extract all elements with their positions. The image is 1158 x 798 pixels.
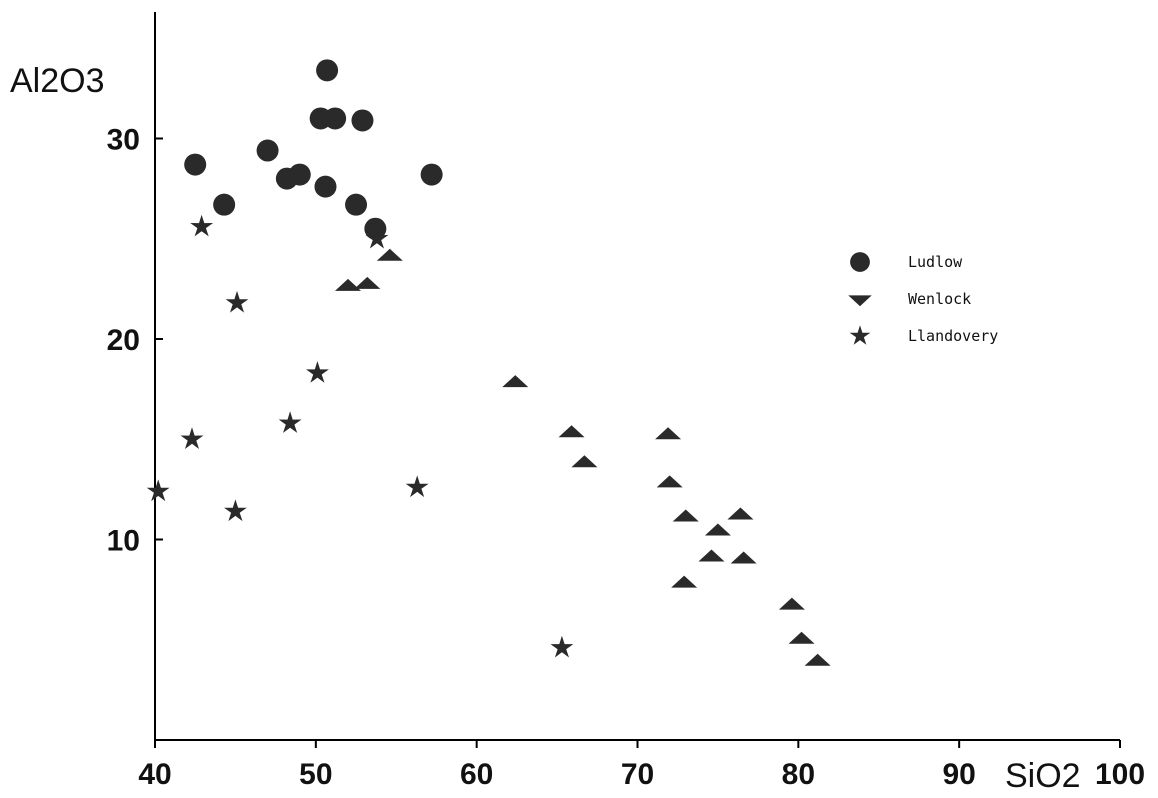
ludlow-point [364, 217, 387, 240]
llandovery-point [365, 226, 389, 249]
ludlow-point [213, 193, 236, 216]
ludlow-point [316, 59, 339, 82]
ludlow-point [256, 139, 279, 162]
wenlock-point [376, 248, 403, 261]
legend-marker-ludlow [850, 252, 870, 272]
legend-label-llandovery: Llandovery [908, 327, 998, 345]
llandovery-point [180, 427, 204, 449]
wenlock-point [335, 278, 361, 291]
x-tick-label: 60 [460, 758, 493, 791]
ludlow-point [314, 175, 337, 198]
legend-label-ludlow: Ludlow [908, 253, 963, 271]
ludlow-point [288, 163, 311, 186]
y-axis-title: Al2O3 [10, 62, 105, 100]
x-tick-label: 70 [621, 758, 654, 791]
wenlock-point [558, 425, 585, 438]
y-tick-label: 20 [107, 324, 140, 357]
wenlock-point [698, 549, 725, 562]
x-tick-label: 80 [782, 758, 815, 791]
wenlock-point [656, 475, 683, 488]
y-tick-label: 30 [107, 124, 140, 157]
legend: Ludlow Wenlock Llandovery [848, 252, 998, 345]
x-tick-label: 40 [138, 758, 171, 791]
wenlock-point [655, 427, 682, 440]
x-tick-label: 50 [299, 758, 332, 791]
llandovery-point [224, 499, 247, 522]
ludlow-point [184, 153, 207, 176]
wenlock-point [571, 455, 598, 468]
data-points [146, 59, 831, 666]
wenlock-point [804, 653, 831, 666]
wenlock-point [727, 507, 754, 520]
wenlock-point [671, 575, 698, 588]
llandovery-point [405, 475, 429, 498]
legend-label-wenlock: Wenlock [908, 290, 971, 308]
llandovery-point [278, 411, 302, 433]
ludlow-point [324, 107, 347, 130]
wenlock-point [704, 523, 731, 536]
llandovery-point [550, 635, 574, 658]
y-ticks: 10 20 30 [107, 124, 163, 558]
x-axis-title: SiO2 [1005, 757, 1081, 795]
wenlock-point [778, 597, 805, 610]
wenlock-point [354, 276, 381, 289]
legend-marker-llandovery [849, 325, 871, 345]
y-tick-label: 10 [107, 525, 140, 558]
ludlow-point [345, 193, 368, 216]
axes [154, 12, 1120, 741]
x-tick-label: 100 [1095, 758, 1145, 791]
x-tick-label: 90 [942, 758, 975, 791]
llandovery-point [225, 290, 249, 313]
wenlock-point [502, 375, 529, 388]
llandovery-point [306, 361, 329, 383]
ludlow-point [351, 109, 374, 132]
x-ticks: 40 50 60 70 80 90 100 [138, 740, 1145, 791]
llandovery-point [146, 479, 170, 502]
wenlock-point [788, 631, 815, 644]
ludlow-point [420, 163, 443, 186]
legend-marker-wenlock [848, 295, 872, 307]
llandovery-point [190, 214, 214, 237]
wenlock-point [730, 551, 757, 564]
wenlock-point [672, 509, 699, 522]
